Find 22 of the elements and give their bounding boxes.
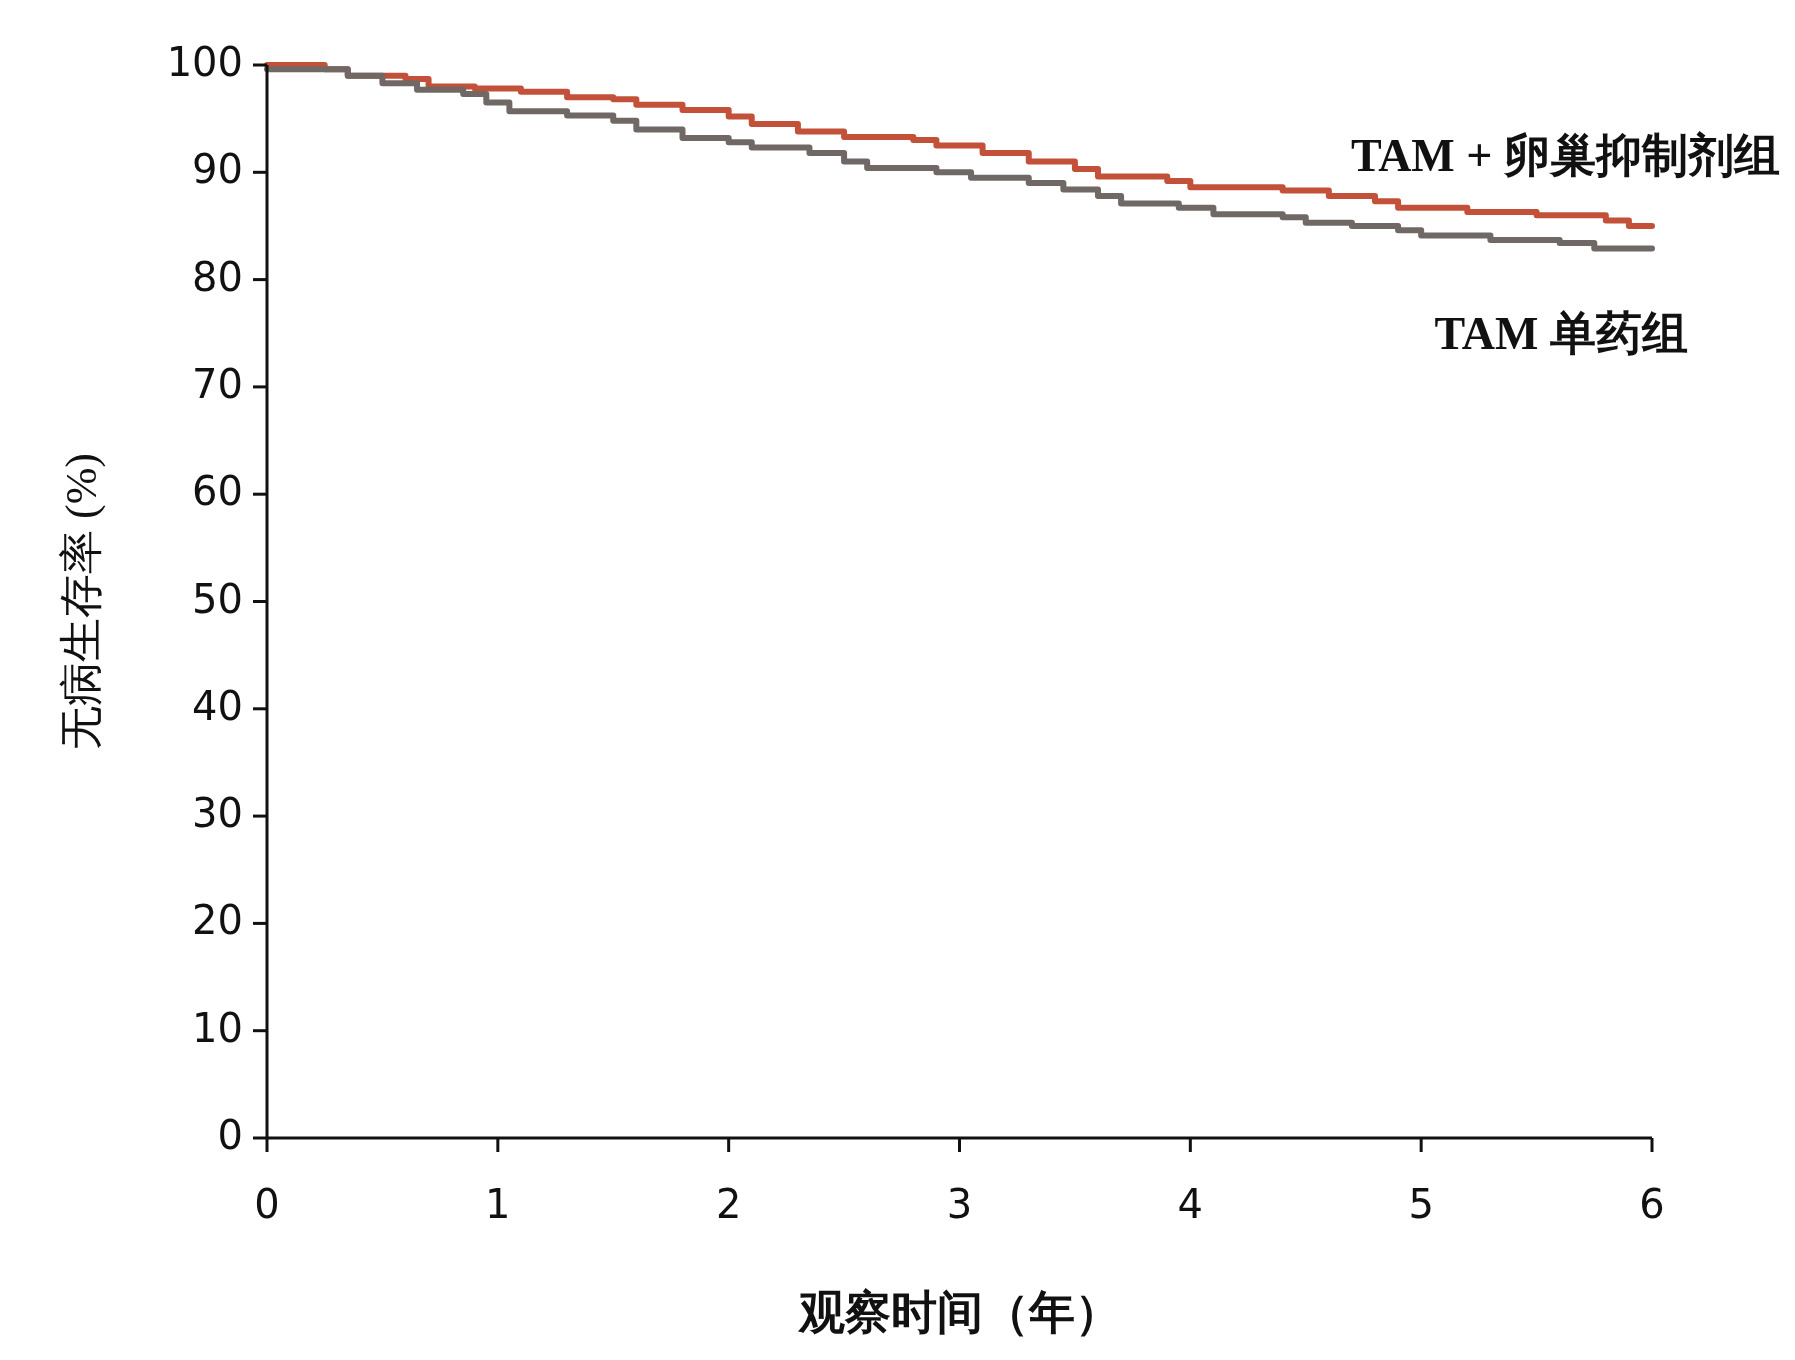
y-tick-label: 70 <box>192 360 243 407</box>
y-tick-label: 40 <box>192 682 243 729</box>
y-tick-label: 100 <box>166 39 243 85</box>
x-axis-title: 观察时间（年） <box>796 1287 1121 1338</box>
x-tick-label: 3 <box>946 1181 973 1227</box>
y-tick-label: 0 <box>217 1112 243 1158</box>
y-axis-title: 无病生存率 (%) <box>57 453 107 750</box>
y-tick-label: 60 <box>192 468 243 515</box>
y-tick-label: 50 <box>192 575 243 622</box>
x-tick-label: 6 <box>1639 1181 1665 1227</box>
y-tick-label: 10 <box>192 1004 243 1051</box>
x-tick-label: 2 <box>715 1181 742 1227</box>
x-tick-label: 5 <box>1408 1181 1434 1227</box>
y-tick-label: 30 <box>192 790 243 837</box>
x-tick-label: 4 <box>1177 1181 1204 1227</box>
y-tick-label: 80 <box>192 253 243 300</box>
x-tick-label: 1 <box>485 1181 511 1227</box>
x-tick-label: 0 <box>254 1181 280 1227</box>
y-tick-label: 20 <box>192 897 243 944</box>
series-label: TAM + 卵巢抑制剂组 <box>1350 129 1780 181</box>
y-tick-label: 90 <box>192 146 243 193</box>
series-label: TAM 单药组 <box>1434 308 1688 360</box>
